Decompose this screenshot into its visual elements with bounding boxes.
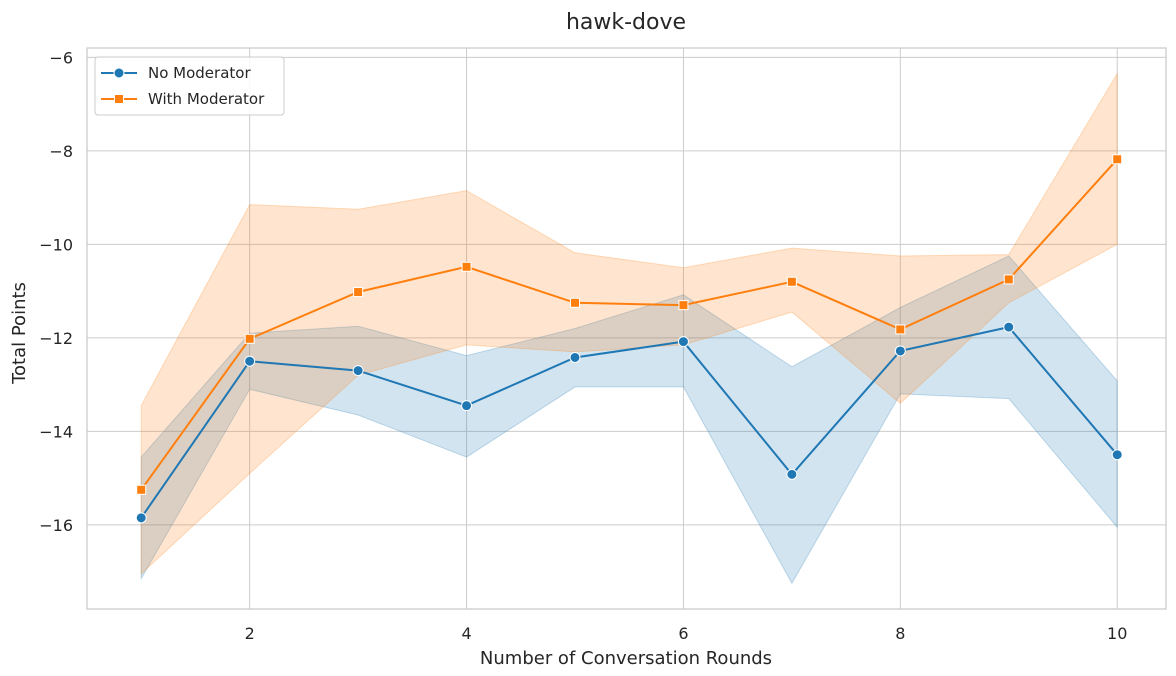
y-tick-label: −12	[39, 329, 73, 348]
data-point	[1003, 321, 1015, 333]
legend: No Moderator With Moderator	[94, 56, 285, 116]
series-line-1	[140, 325, 1118, 519]
confidence-band-1	[140, 255, 1118, 585]
data-point	[1111, 449, 1123, 461]
y-tick-label: −8	[49, 142, 73, 161]
data-point	[244, 333, 255, 344]
data-point	[1112, 154, 1123, 165]
data-point	[895, 324, 906, 335]
data-point	[569, 351, 581, 363]
data-point	[677, 336, 689, 348]
legend-marker	[114, 94, 124, 104]
legend-label: With Moderator	[148, 90, 265, 108]
legend-label: No Moderator	[148, 64, 251, 82]
y-tick-label: −10	[39, 235, 73, 254]
data-point	[461, 400, 473, 412]
y-tick-label: −14	[39, 422, 73, 441]
data-point	[1003, 274, 1014, 285]
legend-marker	[113, 67, 125, 79]
x-tick-label: 2	[245, 624, 255, 643]
y-tick-label: −6	[49, 48, 73, 67]
data-point	[894, 345, 906, 357]
data-point	[244, 355, 256, 367]
data-point	[135, 512, 147, 524]
data-point	[786, 468, 798, 480]
data-point	[461, 261, 472, 272]
data-point	[352, 365, 364, 377]
plot-area: 2 4 6 8 10 −16 −14 −12 −10 −8 −6	[39, 47, 1167, 643]
data-point	[678, 300, 689, 311]
plot-frame	[86, 47, 1167, 610]
data-point	[569, 297, 580, 308]
series-line-2	[140, 158, 1118, 491]
x-tick-label: 10	[1107, 624, 1127, 643]
x-tick-label: 6	[678, 624, 688, 643]
x-tick-label: 4	[461, 624, 471, 643]
legend-box	[94, 56, 285, 116]
confidence-band-2	[140, 71, 1118, 576]
data-point	[786, 276, 797, 287]
x-tick-label: 8	[895, 624, 905, 643]
x-axis-label: Number of Conversation Rounds	[480, 648, 772, 669]
data-point	[353, 287, 364, 298]
data-point	[136, 484, 147, 495]
y-axis-label: Total Points	[9, 282, 30, 385]
chart-title: hawk-dove	[566, 10, 686, 35]
y-tick-label: −16	[39, 516, 73, 535]
